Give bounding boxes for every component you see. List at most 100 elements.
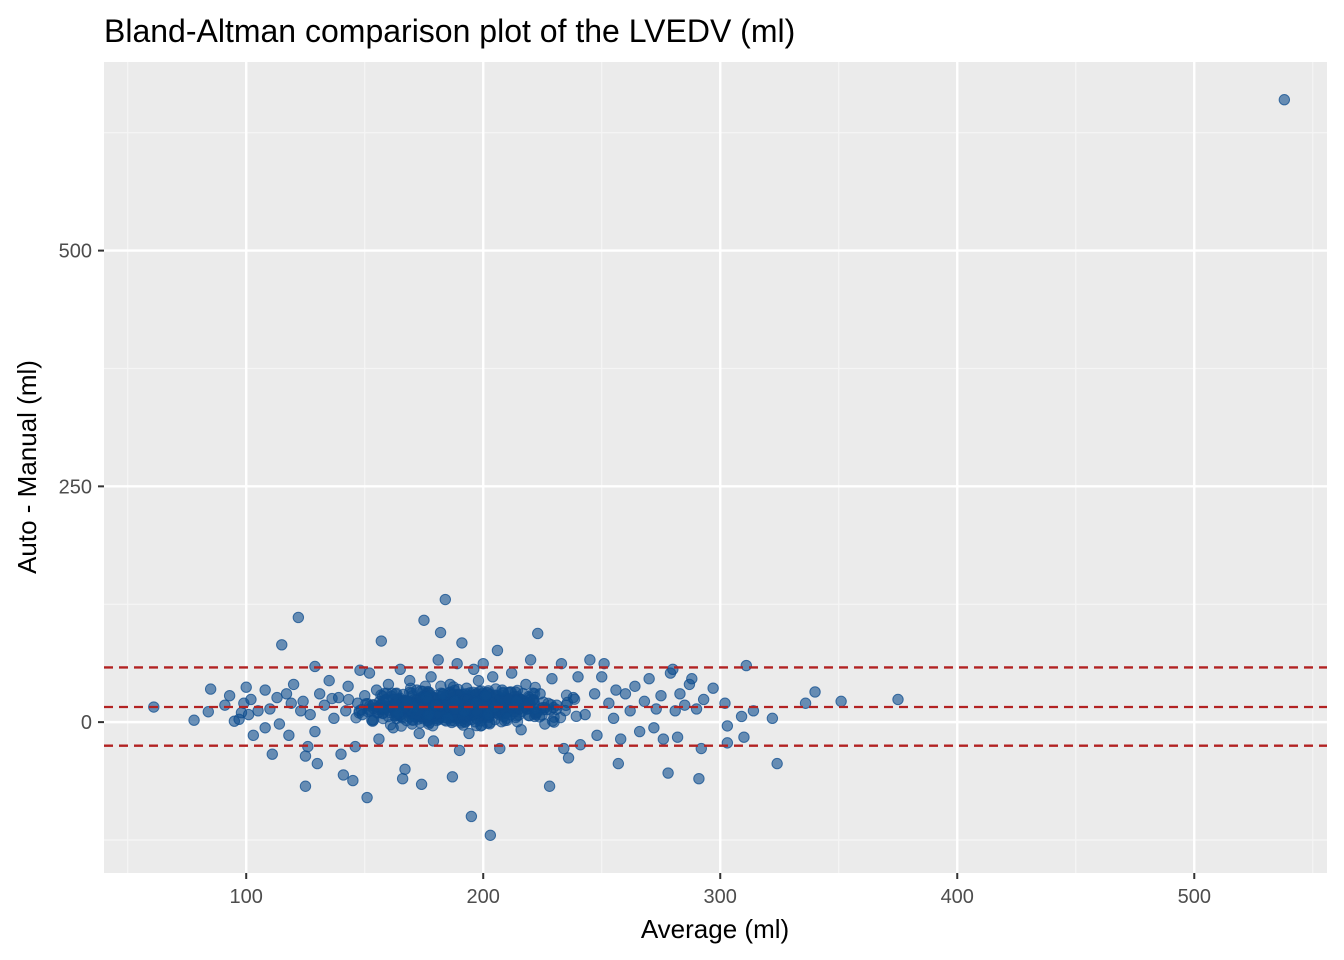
data-point — [361, 791, 373, 804]
data-point — [603, 697, 615, 709]
data-point — [264, 703, 276, 715]
data-point — [425, 671, 437, 683]
data-point — [472, 674, 485, 687]
data-point — [892, 693, 904, 706]
data-point — [624, 705, 636, 717]
data-point — [482, 708, 494, 721]
data-point — [470, 697, 482, 709]
data-point — [721, 720, 734, 732]
data-point — [252, 705, 264, 717]
data-point — [283, 729, 295, 742]
data-point — [413, 727, 425, 740]
data-point — [809, 686, 821, 698]
data-point — [607, 712, 620, 725]
data-point — [735, 710, 748, 723]
data-point — [387, 722, 399, 734]
data-point — [340, 705, 352, 717]
data-point — [468, 663, 480, 676]
data-point — [458, 705, 470, 717]
data-point — [309, 725, 321, 738]
data-point — [292, 611, 305, 624]
data-point — [539, 718, 551, 730]
data-point — [299, 780, 312, 792]
data-point — [318, 699, 331, 711]
data-point — [380, 693, 392, 706]
data-point — [456, 637, 468, 649]
data-point — [188, 714, 200, 726]
data-point — [204, 683, 217, 695]
data-point — [835, 695, 847, 708]
plot-panel — [104, 62, 1327, 873]
data-point — [667, 663, 679, 676]
data-point — [375, 635, 388, 647]
data-point — [266, 748, 278, 760]
data-point — [460, 682, 473, 694]
data-point — [418, 614, 430, 626]
data-point — [648, 722, 660, 734]
data-point — [446, 771, 459, 783]
data-point — [399, 763, 411, 775]
data-point — [555, 657, 568, 670]
data-point — [396, 772, 409, 785]
data-point — [342, 680, 354, 692]
data-point — [740, 659, 753, 672]
data-point — [411, 684, 423, 696]
data-point — [475, 720, 487, 732]
data-point — [669, 705, 681, 717]
data-point — [351, 697, 364, 709]
data-point — [771, 757, 783, 770]
data-point — [363, 667, 376, 679]
data-point — [510, 695, 523, 708]
data-point — [245, 693, 257, 706]
data-point — [389, 688, 402, 700]
data-point — [695, 742, 707, 755]
y-tick-label: 0 — [81, 712, 92, 734]
data-points — [148, 94, 1291, 841]
data-point — [382, 678, 395, 691]
data-point — [240, 681, 252, 693]
chart-title: Bland-Altman comparison plot of the LVED… — [104, 13, 795, 49]
data-point — [347, 774, 359, 787]
data-point — [356, 708, 369, 721]
data-point — [415, 778, 428, 791]
x-axis-title: Average (ml) — [641, 914, 789, 944]
data-point — [420, 691, 433, 704]
x-tick-label: 200 — [467, 886, 500, 908]
data-point — [366, 714, 378, 726]
data-point — [534, 688, 546, 700]
data-point — [444, 678, 456, 691]
data-point — [487, 671, 499, 683]
data-point — [373, 733, 385, 745]
data-point — [377, 703, 390, 715]
data-point — [766, 712, 779, 725]
data-point — [280, 688, 293, 700]
data-point — [304, 708, 316, 721]
data-point — [394, 663, 406, 676]
data-point — [463, 727, 475, 740]
data-point — [546, 673, 558, 685]
data-point — [457, 719, 469, 731]
data-point — [439, 593, 452, 606]
data-point — [515, 723, 527, 736]
y-axis-title: Auto - Manual (ml) — [12, 360, 42, 574]
data-point — [432, 654, 444, 666]
data-point — [738, 731, 750, 743]
data-point — [505, 667, 518, 679]
data-point — [562, 752, 575, 764]
data-point — [550, 699, 563, 711]
data-point — [693, 772, 705, 785]
data-point — [465, 810, 478, 823]
axes: 100 200 300 400 500 0 250 500 — [59, 241, 1211, 908]
data-point — [747, 705, 760, 717]
data-point — [370, 684, 383, 696]
data-point — [335, 748, 347, 760]
data-point — [337, 769, 350, 781]
data-point — [219, 699, 231, 711]
data-point — [437, 688, 449, 700]
data-point — [690, 703, 703, 715]
x-tick-label: 400 — [941, 886, 974, 908]
data-point — [430, 699, 442, 711]
data-point — [643, 673, 655, 685]
data-point — [554, 711, 567, 724]
